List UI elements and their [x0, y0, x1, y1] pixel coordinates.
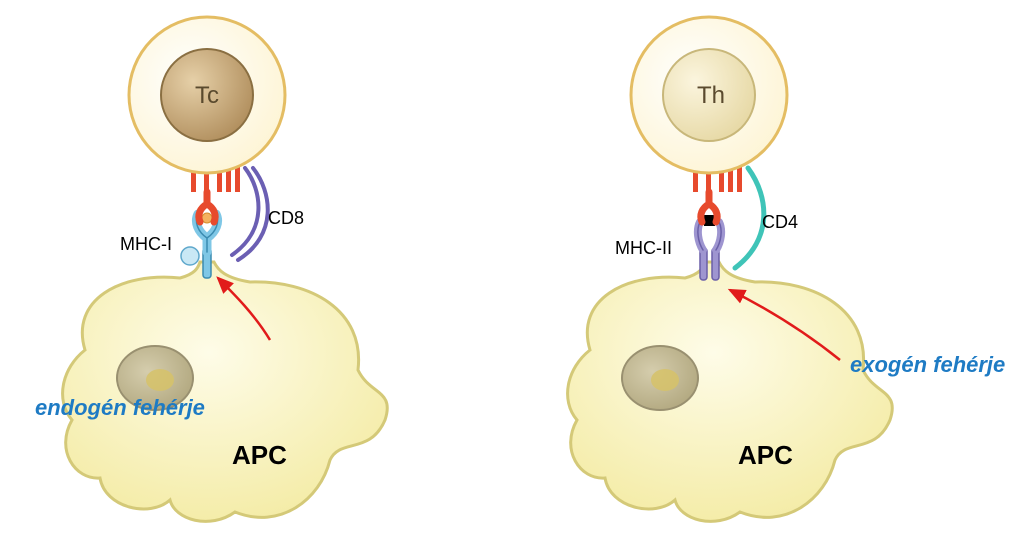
- cd8-label: CD8: [268, 208, 304, 229]
- apc-cell-right: [568, 262, 893, 521]
- mhc2-label: MHC-II: [615, 238, 672, 259]
- cd4-label: CD4: [762, 212, 798, 233]
- apc-nucleolus-right: [651, 369, 679, 391]
- apc-label-left: APC: [232, 440, 287, 471]
- tcell-label-left: Tc: [195, 82, 219, 110]
- apc-label-right: APC: [738, 440, 793, 471]
- tcell-label-right: Th: [697, 82, 725, 110]
- apc-nucleolus-left: [146, 369, 174, 391]
- endogenous-protein-label: endogén fehérje: [35, 395, 205, 421]
- exogenous-protein-label: exogén fehérje: [850, 352, 1005, 378]
- mhc1-label: MHC-I: [120, 234, 172, 255]
- apc-cell-left: [63, 262, 388, 521]
- diagram-svg: [0, 0, 1023, 533]
